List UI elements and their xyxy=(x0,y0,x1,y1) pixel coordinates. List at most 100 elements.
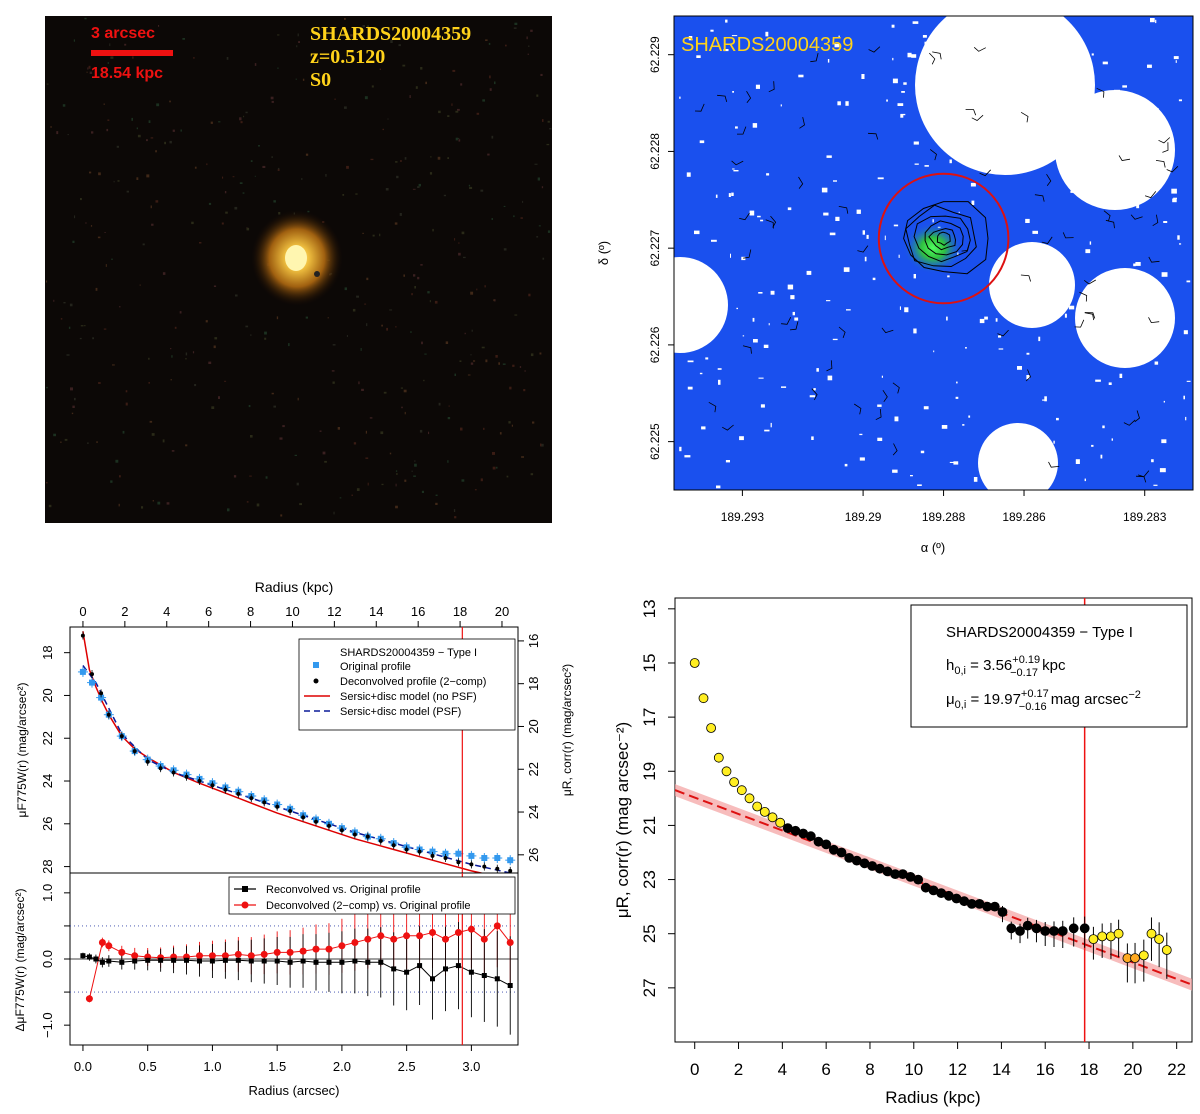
deconv-resid-point xyxy=(273,948,281,956)
noise-speck xyxy=(352,308,356,312)
blank-pixel xyxy=(1111,438,1113,441)
noise-speck xyxy=(344,18,346,20)
noise-speck xyxy=(50,126,52,128)
noise-speck xyxy=(460,83,463,86)
profile-point xyxy=(1022,920,1033,931)
deconv-resid-line xyxy=(88,925,511,999)
noise-speck xyxy=(483,427,485,430)
type-profile-x-ticks: 0 2 4 6 8 10 12 14 16 18 20 22 xyxy=(690,1042,1186,1079)
residual-x-tick-label: 1.0 xyxy=(203,1059,221,1074)
faint-contour xyxy=(1103,210,1111,222)
noise-speck xyxy=(185,352,188,356)
faint-contour xyxy=(722,424,734,431)
blank-pixel xyxy=(1154,361,1159,365)
noise-speck xyxy=(395,505,398,509)
noise-speck xyxy=(80,325,84,327)
type-profile-y-axis-label: μR, corr(r) (mag arcsec⁻²) xyxy=(613,722,632,918)
blank-pixel xyxy=(837,101,841,106)
blank-pixel xyxy=(1068,305,1075,310)
noise-speck xyxy=(452,69,456,72)
noise-speck xyxy=(98,172,101,176)
noise-speck xyxy=(395,161,398,163)
blank-pixel xyxy=(892,469,898,473)
blank-pixel xyxy=(845,101,849,106)
blank-pixel xyxy=(728,193,731,197)
blank-pixel xyxy=(946,316,948,321)
noise-speck xyxy=(185,444,188,447)
map-y-tick-label: 62.229 xyxy=(648,36,662,73)
faint-contour xyxy=(811,388,818,401)
map-y-axis-label: δ (º) xyxy=(596,241,611,265)
blank-pixel xyxy=(686,172,691,177)
deconv-resid-point xyxy=(467,925,475,933)
noise-speck xyxy=(107,62,109,64)
mask-circle xyxy=(1075,268,1175,368)
original-point xyxy=(98,694,105,701)
profile-point xyxy=(1097,931,1108,942)
scale-length-label: h0,i = 3.56+0.19 −0.17 kpc xyxy=(946,654,1066,679)
blank-pixel xyxy=(998,348,1004,350)
noise-speck xyxy=(473,360,476,362)
noise-speck xyxy=(463,256,466,259)
noise-speck xyxy=(425,81,427,85)
noise-speck xyxy=(171,450,175,452)
blank-pixel xyxy=(913,328,917,334)
map-x-tick-label: 189.286 xyxy=(1002,510,1046,524)
deconvolved-point xyxy=(456,860,461,865)
left-axis-label: μF775W(r) (mag/arcsec²) xyxy=(15,683,29,818)
noise-speck xyxy=(69,303,73,307)
noise-speck xyxy=(385,188,389,191)
blank-pixel xyxy=(755,84,760,89)
noise-speck xyxy=(379,68,381,70)
noise-speck xyxy=(455,137,458,141)
noise-speck xyxy=(249,475,252,477)
noise-speck xyxy=(429,172,433,175)
deconvolved-point xyxy=(262,800,267,805)
type-profile-x-tick-label: 22 xyxy=(1167,1060,1186,1079)
legend-original: Original profile xyxy=(340,661,411,673)
noise-speck xyxy=(390,40,393,43)
blank-pixel xyxy=(732,91,734,93)
noise-speck xyxy=(411,293,413,296)
scale-label: 3 arcsec xyxy=(91,25,155,42)
type-profile-x-tick-label: 0 xyxy=(690,1060,699,1079)
noise-speck xyxy=(193,57,195,59)
noise-speck xyxy=(530,353,534,357)
blank-pixel xyxy=(924,165,929,167)
right-axis-ticks: 16 18 20 22 24 26 xyxy=(518,634,541,862)
profile-point xyxy=(1079,923,1090,934)
noise-speck xyxy=(232,176,235,178)
noise-speck xyxy=(546,143,550,146)
profile-point xyxy=(744,793,755,804)
noise-speck xyxy=(106,128,109,132)
deconv-resid-point xyxy=(196,952,203,960)
noise-speck xyxy=(468,184,471,187)
noise-speck xyxy=(474,489,477,491)
noise-speck xyxy=(438,402,441,406)
deconv-resid-point xyxy=(351,939,359,946)
reconv-resid-point xyxy=(443,966,448,972)
blank-pixel xyxy=(899,306,901,310)
top-tick-label: 14 xyxy=(369,604,383,619)
noise-speck xyxy=(491,218,493,220)
noise-speck xyxy=(88,65,91,69)
noise-speck xyxy=(403,274,405,277)
faint-contour xyxy=(1084,312,1095,321)
faint-contour xyxy=(810,53,819,63)
residual-legend: Reconvolved vs. Original profile Deconvo… xyxy=(228,876,516,915)
mask-circle xyxy=(674,257,728,353)
noise-speck xyxy=(394,222,398,225)
noise-speck xyxy=(542,119,544,122)
noise-speck xyxy=(224,380,227,382)
blank-pixel xyxy=(1183,330,1188,335)
blank-pixel xyxy=(1095,379,1101,382)
legend-marker-reconvolved xyxy=(242,886,248,892)
noise-speck xyxy=(438,110,441,114)
blank-pixel xyxy=(742,335,745,337)
noise-speck xyxy=(512,364,515,367)
noise-speck xyxy=(213,285,217,287)
profile-point xyxy=(1049,926,1059,936)
noise-speck xyxy=(150,205,152,209)
noise-speck xyxy=(415,86,418,89)
profile-point xyxy=(805,831,816,842)
